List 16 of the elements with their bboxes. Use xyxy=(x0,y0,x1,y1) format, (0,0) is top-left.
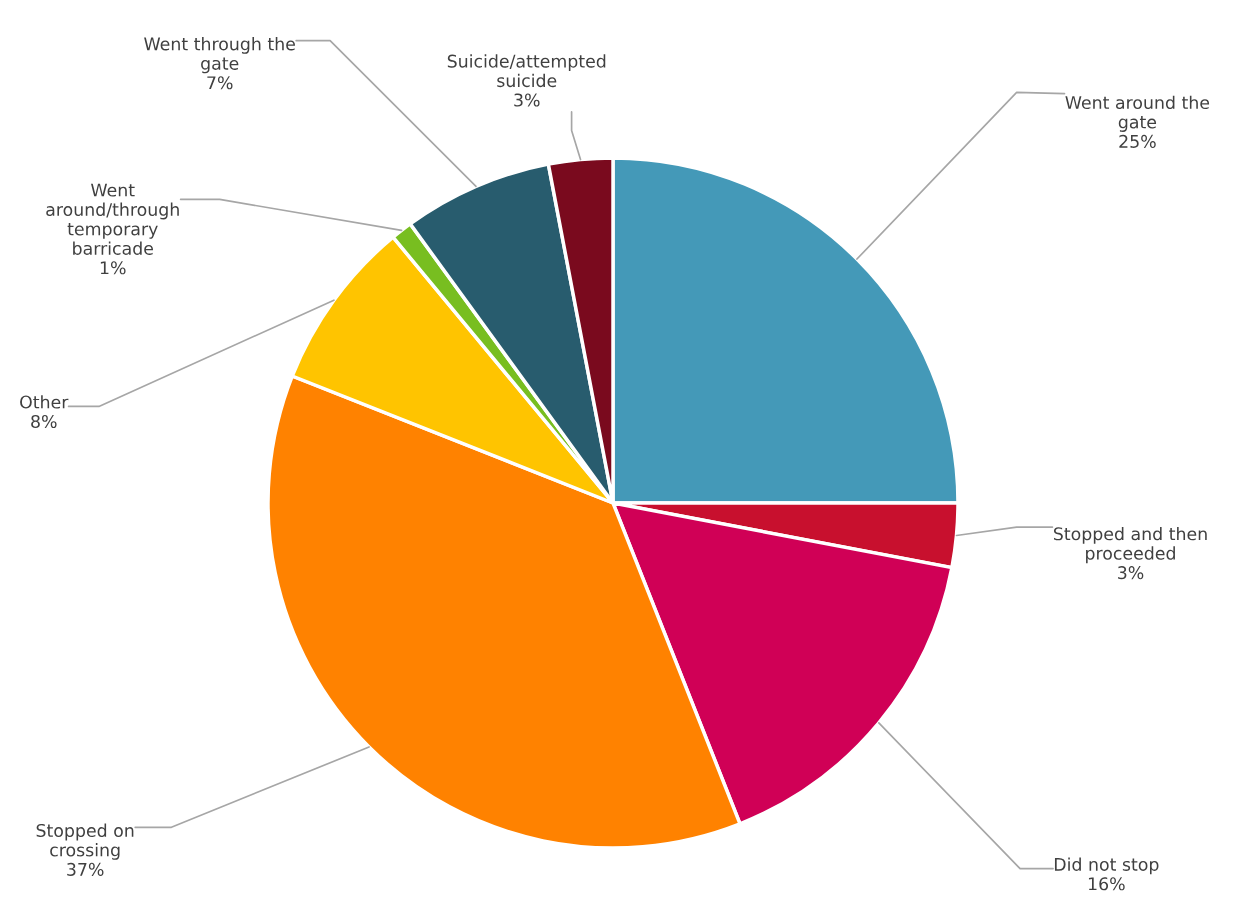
slice-label: Stopped and then proceeded xyxy=(1053,526,1207,564)
slice-label: Went through the gate xyxy=(144,37,295,74)
data-label: 7% xyxy=(207,76,233,90)
slice-label: Went around/through temporary barricade xyxy=(46,183,179,255)
slice-label: Suicide/attempted suicide xyxy=(447,54,606,88)
data-label: 16% xyxy=(1088,877,1125,891)
slice-label: Other xyxy=(20,395,69,409)
data-label: 8% xyxy=(31,414,57,429)
data-label: 1% xyxy=(100,261,126,275)
slice-label: Did not stop xyxy=(1054,857,1159,875)
slice-label: Stopped on crossing xyxy=(36,823,134,860)
data-label: 3% xyxy=(514,93,540,107)
data-label: 37% xyxy=(67,862,104,876)
data-label: 25% xyxy=(1119,134,1156,148)
data-label: 3% xyxy=(1118,566,1144,580)
slice-label: Went around the gate xyxy=(1065,95,1210,132)
